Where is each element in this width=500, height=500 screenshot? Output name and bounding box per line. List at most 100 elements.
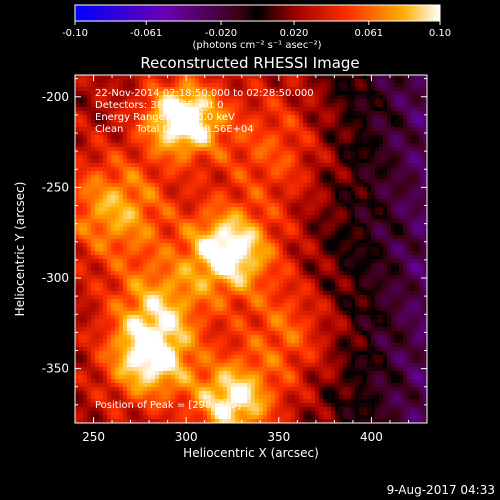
heatmap-cell: [187, 83, 192, 88]
heatmap-cell: [187, 219, 192, 224]
heatmap-cell: [363, 183, 368, 188]
heatmap-cell: [275, 147, 280, 152]
heatmap-cell: [155, 119, 160, 124]
heatmap-cell: [283, 279, 288, 284]
heatmap-cell: [83, 83, 88, 88]
heatmap-cell: [351, 91, 356, 96]
heatmap-cell: [235, 115, 240, 120]
heatmap-cell: [115, 183, 120, 188]
heatmap-cell: [275, 283, 280, 288]
heatmap-cell: [131, 287, 136, 292]
heatmap-cell: [231, 171, 236, 176]
heatmap-cell: [279, 203, 284, 208]
heatmap-cell: [391, 279, 396, 284]
heatmap-cell: [195, 243, 200, 248]
heatmap-cell: [191, 127, 196, 132]
heatmap-cell: [215, 267, 220, 272]
heatmap-cell: [203, 275, 208, 280]
heatmap-cell: [231, 231, 236, 236]
heatmap-cell: [307, 183, 312, 188]
heatmap-cell: [375, 271, 380, 276]
heatmap-cell: [407, 179, 412, 184]
heatmap-cell: [239, 291, 244, 296]
heatmap-cell: [75, 139, 80, 144]
heatmap-cell: [263, 143, 268, 148]
heatmap-cell: [371, 211, 376, 216]
heatmap-cell: [375, 103, 380, 108]
heatmap-cell: [215, 215, 220, 220]
heatmap-cell: [255, 159, 260, 164]
heatmap-cell: [183, 267, 188, 272]
heatmap-cell: [379, 91, 384, 96]
heatmap-cell: [155, 83, 160, 88]
heatmap-cell: [271, 199, 276, 204]
heatmap-cell: [179, 91, 184, 96]
heatmap-cell: [127, 131, 132, 136]
heatmap-cell: [91, 139, 96, 144]
heatmap-cell: [263, 163, 268, 168]
heatmap-cell: [223, 151, 228, 156]
heatmap-cell: [351, 163, 356, 168]
heatmap-cell: [407, 139, 412, 144]
heatmap-cell: [339, 147, 344, 152]
heatmap-cell: [139, 139, 144, 144]
heatmap-cell: [359, 243, 364, 248]
heatmap-cell: [279, 131, 284, 136]
heatmap-cell: [119, 255, 124, 260]
heatmap-cell: [335, 79, 340, 84]
heatmap-cell: [107, 223, 112, 228]
heatmap-cell: [107, 115, 112, 120]
heatmap-cell: [379, 203, 384, 208]
heatmap-cell: [79, 111, 84, 116]
heatmap-cell: [179, 131, 184, 136]
heatmap-cell: [151, 107, 156, 112]
heatmap-cell: [99, 275, 104, 280]
heatmap-cell: [99, 235, 104, 240]
heatmap-cell: [423, 187, 428, 192]
heatmap-cell: [163, 155, 168, 160]
heatmap-cell: [411, 163, 416, 168]
heatmap-cell: [131, 183, 136, 188]
heatmap-cell: [299, 263, 304, 268]
heatmap-cell: [315, 183, 320, 188]
heatmap-cell: [275, 271, 280, 276]
heatmap-cell: [195, 115, 200, 120]
heatmap-cell: [75, 259, 80, 264]
heatmap-cell: [75, 159, 80, 164]
heatmap-cell: [383, 227, 388, 232]
heatmap-cell: [207, 211, 212, 216]
heatmap-cell: [79, 135, 84, 140]
heatmap-cell: [259, 127, 264, 132]
heatmap-cell: [219, 167, 224, 172]
heatmap-cell: [255, 151, 260, 156]
heatmap-cell: [191, 223, 196, 228]
heatmap-cell: [399, 127, 404, 132]
heatmap-cell: [135, 243, 140, 248]
heatmap-cell: [75, 283, 80, 288]
heatmap-cell: [175, 183, 180, 188]
heatmap-cell: [87, 167, 92, 172]
heatmap-cell: [327, 243, 332, 248]
heatmap-cell: [151, 135, 156, 140]
heatmap-cell: [311, 271, 316, 276]
heatmap-cell: [163, 195, 168, 200]
heatmap-cell: [327, 107, 332, 112]
heatmap-cell: [99, 231, 104, 236]
heatmap-cell: [287, 95, 292, 100]
heatmap-cell: [219, 159, 224, 164]
heatmap-cell: [379, 99, 384, 104]
heatmap-cell: [379, 259, 384, 264]
heatmap-cell: [399, 87, 404, 92]
heatmap-cell: [407, 215, 412, 220]
heatmap-cell: [223, 139, 228, 144]
heatmap-cell: [75, 135, 80, 140]
heatmap-cell: [319, 91, 324, 96]
heatmap-cell: [135, 219, 140, 224]
heatmap-cell: [327, 95, 332, 100]
heatmap-cell: [339, 255, 344, 260]
heatmap-cell: [387, 251, 392, 256]
heatmap-cell: [343, 123, 348, 128]
heatmap-cell: [215, 291, 220, 296]
heatmap-cell: [319, 227, 324, 232]
heatmap-cell: [419, 251, 424, 256]
